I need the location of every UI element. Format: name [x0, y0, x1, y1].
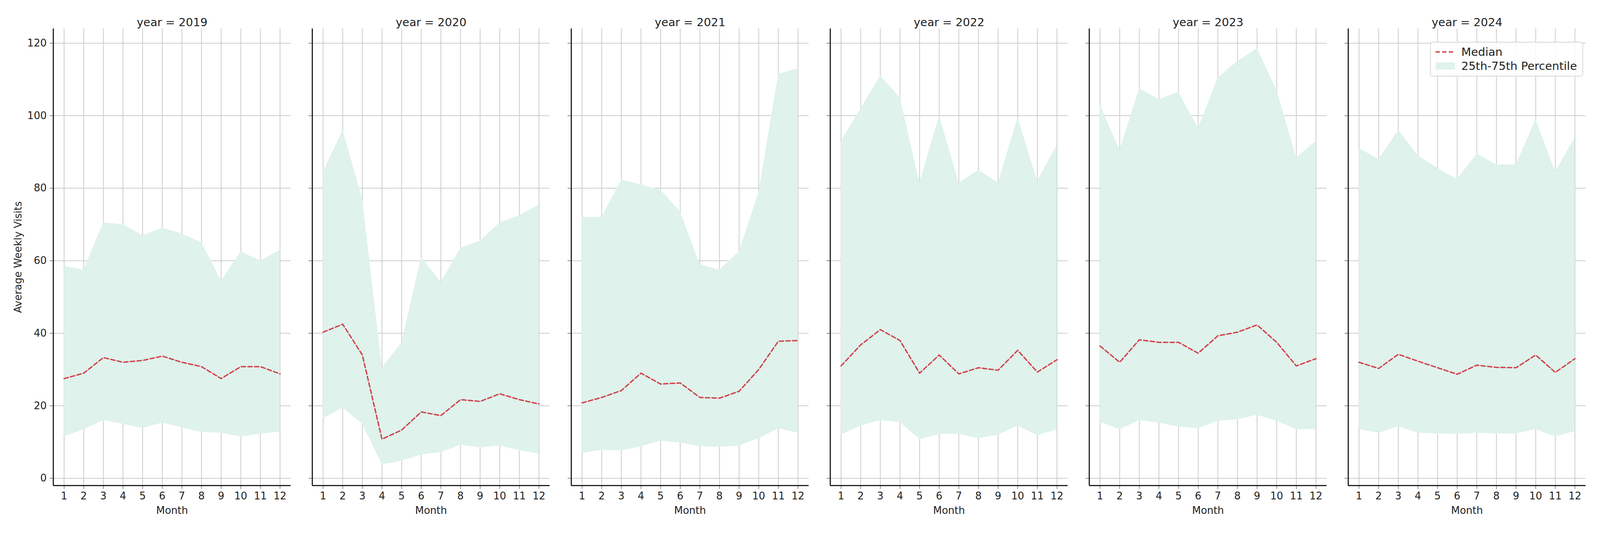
svg-text:11: 11	[1548, 490, 1562, 502]
svg-text:5: 5	[1175, 490, 1183, 502]
svg-text:3: 3	[876, 490, 884, 502]
svg-text:7: 7	[437, 490, 445, 502]
svg-text:Month: Month	[415, 504, 448, 517]
svg-text:9: 9	[217, 490, 225, 502]
svg-text:0: 0	[40, 472, 47, 484]
svg-text:1: 1	[1096, 490, 1104, 502]
svg-text:8: 8	[457, 490, 465, 502]
svg-text:8: 8	[975, 490, 983, 502]
svg-text:1: 1	[578, 490, 586, 502]
svg-text:6: 6	[158, 490, 166, 502]
svg-text:2: 2	[1375, 490, 1383, 502]
svg-text:Month: Month	[1192, 504, 1225, 517]
svg-text:7: 7	[1214, 490, 1222, 502]
svg-text:6: 6	[1453, 490, 1461, 502]
svg-text:10: 10	[1529, 490, 1543, 502]
svg-text:12: 12	[1568, 490, 1582, 502]
svg-text:3: 3	[100, 490, 107, 502]
svg-text:Month: Month	[1451, 504, 1484, 517]
svg-text:Average Weekly Visits: Average Weekly Visits	[12, 201, 24, 313]
svg-text:3: 3	[1135, 490, 1143, 502]
svg-text:12: 12	[1309, 490, 1323, 502]
svg-text:6: 6	[417, 490, 425, 502]
svg-text:1: 1	[319, 490, 327, 502]
svg-text:3: 3	[617, 490, 625, 502]
svg-text:60: 60	[33, 254, 47, 267]
svg-text:6: 6	[676, 490, 684, 502]
svg-text:2: 2	[339, 490, 347, 502]
svg-text:Month: Month	[933, 504, 966, 517]
svg-text:4: 4	[1414, 490, 1422, 502]
svg-text:80: 80	[33, 182, 47, 194]
svg-text:12: 12	[791, 490, 805, 502]
svg-text:1: 1	[60, 490, 68, 502]
svg-text:2: 2	[80, 490, 88, 502]
svg-text:11: 11	[512, 490, 526, 502]
svg-text:12: 12	[532, 490, 546, 502]
svg-text:year = 2023: year = 2023	[1172, 15, 1244, 29]
svg-text:3: 3	[1394, 490, 1402, 502]
svg-text:6: 6	[1194, 490, 1202, 502]
svg-text:10: 10	[1011, 490, 1025, 502]
svg-text:8: 8	[716, 490, 724, 502]
svg-text:2: 2	[1116, 490, 1124, 502]
svg-text:4: 4	[896, 490, 904, 502]
svg-text:10: 10	[493, 490, 507, 502]
svg-text:8: 8	[198, 490, 206, 502]
svg-text:5: 5	[139, 490, 147, 502]
html-text:25th-75th Percentile: 25th-75th Percentile	[1461, 59, 1577, 73]
svg-text:11: 11	[1030, 490, 1044, 502]
svg-text:120: 120	[27, 37, 47, 49]
svg-text:11: 11	[1289, 490, 1303, 502]
svg-text:9: 9	[476, 490, 484, 502]
svg-text:5: 5	[916, 490, 924, 502]
svg-text:5: 5	[398, 490, 406, 502]
svg-text:7: 7	[696, 490, 704, 502]
svg-text:1: 1	[837, 490, 845, 502]
svg-text:year = 2022: year = 2022	[913, 15, 985, 29]
svg-text:2: 2	[598, 490, 606, 502]
svg-text:7: 7	[1473, 490, 1481, 502]
svg-text:2: 2	[857, 490, 865, 502]
svg-text:100: 100	[27, 109, 47, 122]
svg-text:9: 9	[994, 490, 1002, 502]
svg-text:5: 5	[1434, 490, 1442, 502]
svg-text:Month: Month	[156, 504, 189, 517]
svg-text:7: 7	[178, 490, 186, 502]
svg-text:10: 10	[752, 490, 766, 502]
svg-text:year = 2021: year = 2021	[654, 15, 726, 29]
svg-text:Month: Month	[674, 504, 707, 517]
svg-text:7: 7	[955, 490, 963, 502]
svg-text:4: 4	[378, 490, 386, 502]
svg-text:8: 8	[1493, 490, 1500, 502]
svg-text:11: 11	[253, 490, 267, 502]
svg-text:10: 10	[234, 490, 248, 502]
svg-text:3: 3	[358, 490, 366, 502]
svg-text:12: 12	[1050, 490, 1064, 502]
svg-text:year = 2020: year = 2020	[395, 15, 467, 29]
svg-text:9: 9	[1512, 490, 1520, 502]
svg-text:20: 20	[33, 400, 47, 412]
svg-text:9: 9	[1253, 490, 1261, 502]
svg-text:4: 4	[1155, 490, 1163, 502]
svg-text:12: 12	[273, 490, 287, 502]
svg-text:4: 4	[119, 490, 127, 502]
svg-text:1: 1	[1355, 490, 1363, 502]
svg-text:10: 10	[1270, 490, 1284, 502]
svg-text:year = 2024: year = 2024	[1431, 15, 1503, 29]
svg-text:8: 8	[1234, 490, 1242, 502]
svg-text:6: 6	[935, 490, 943, 502]
html-text:Median: Median	[1461, 45, 1503, 59]
svg-text:11: 11	[771, 490, 785, 502]
svg-text:9: 9	[735, 490, 743, 502]
svg-text:40: 40	[33, 327, 47, 340]
svg-text:year = 2019: year = 2019	[136, 15, 208, 29]
svg-text:4: 4	[637, 490, 645, 502]
svg-text:5: 5	[657, 490, 665, 502]
